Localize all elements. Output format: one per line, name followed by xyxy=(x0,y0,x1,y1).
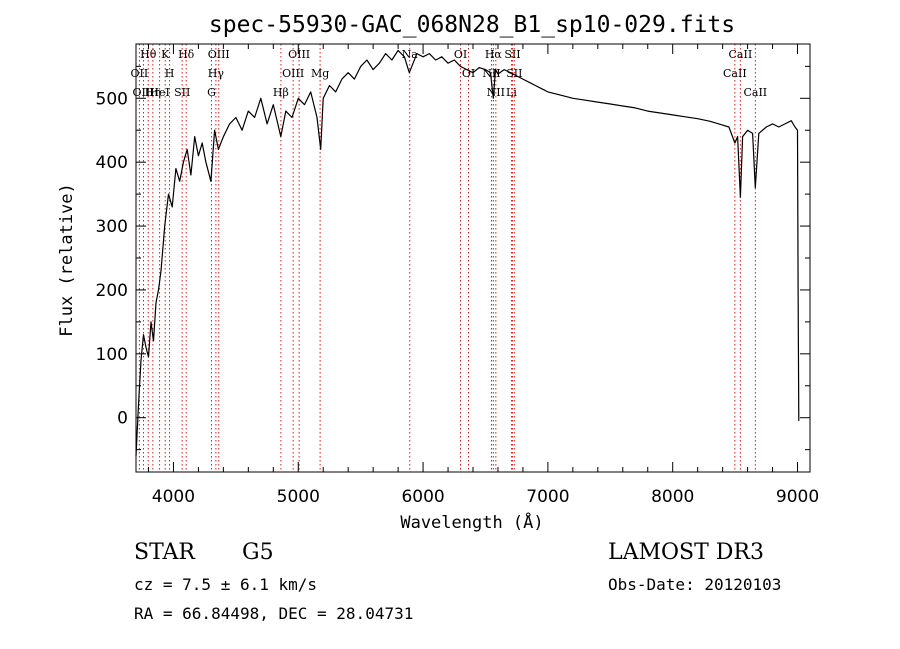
emission-line-label: SII xyxy=(174,86,190,99)
emission-line-label: HeI xyxy=(149,86,169,99)
emission-line-label: OIII xyxy=(282,67,304,80)
emission-line-label: Li xyxy=(506,86,517,99)
coordinates: RA = 66.84498, DEC = 28.04731 xyxy=(134,604,414,623)
emission-line-label: CaII xyxy=(723,67,747,80)
emission-line-label: OIII xyxy=(288,48,310,61)
y-tick-label: 400 xyxy=(96,153,128,173)
object-class: STAR xyxy=(134,540,195,565)
y-tick-label: 0 xyxy=(117,409,128,429)
x-tick-label: 6000 xyxy=(401,487,444,507)
x-tick-label: 5000 xyxy=(277,487,320,507)
emission-line-label: SII xyxy=(504,48,520,61)
line-labels: HθOIIOIIIHηKHeIHHδSIIOIIIHγGOIIIOIIIHβMg… xyxy=(131,48,768,99)
emission-line-label: K xyxy=(161,48,170,61)
emission-line-label: Hγ xyxy=(208,67,225,80)
emission-line-label: Hη xyxy=(145,86,161,99)
emission-line-label: Hδ xyxy=(178,48,195,61)
emission-line-label: H xyxy=(165,67,175,80)
x-axis: 4000 5000 6000 7000 8000 9000 xyxy=(147,44,819,507)
y-axis: 0 100 200 300 400 500 xyxy=(96,65,810,451)
y-tick-label: 200 xyxy=(96,281,128,301)
x-tick-label: 9000 xyxy=(776,487,819,507)
emission-line-label: Mg xyxy=(311,67,329,80)
x-tick-label: 4000 xyxy=(152,487,195,507)
emission-line-label: CaII xyxy=(729,48,753,61)
emission-lines xyxy=(138,44,756,472)
survey-name: LAMOST DR3 xyxy=(608,540,764,565)
emission-line-label: NII xyxy=(487,86,505,99)
emission-line-label: G xyxy=(207,86,216,99)
emission-line-label: Na xyxy=(402,48,419,61)
chart-title: spec-55930-GAC_068N28_B1_sp10-029.fits xyxy=(209,12,735,38)
emission-line-label: CaII xyxy=(743,86,767,99)
y-tick-label: 300 xyxy=(96,217,128,237)
y-axis-label: Flux (relative) xyxy=(57,183,77,337)
observation-date: Obs-Date: 20120103 xyxy=(608,575,782,594)
emission-line-label: OI xyxy=(462,67,475,80)
x-tick-label: 7000 xyxy=(526,487,569,507)
object-subclass: G5 xyxy=(242,540,274,565)
x-axis-label: Wavelength (Å) xyxy=(400,511,543,533)
flux-series-line xyxy=(135,49,800,457)
emission-line-label: Hα xyxy=(485,48,503,61)
y-tick-label: 500 xyxy=(96,89,128,109)
emission-line-label: OII xyxy=(131,67,149,80)
x-tick-label: 8000 xyxy=(651,487,694,507)
emission-line-label: OIII xyxy=(132,86,154,99)
emission-line-label: Hβ xyxy=(273,86,289,99)
emission-line-label: OI xyxy=(454,48,467,61)
emission-line-label: OIII xyxy=(208,48,230,61)
y-tick-label: 100 xyxy=(96,345,128,365)
redshift-velocity: cz = 7.5 ± 6.1 km/s xyxy=(134,575,318,594)
plot-frame xyxy=(135,43,811,473)
emission-line-label: Hθ xyxy=(140,48,157,61)
